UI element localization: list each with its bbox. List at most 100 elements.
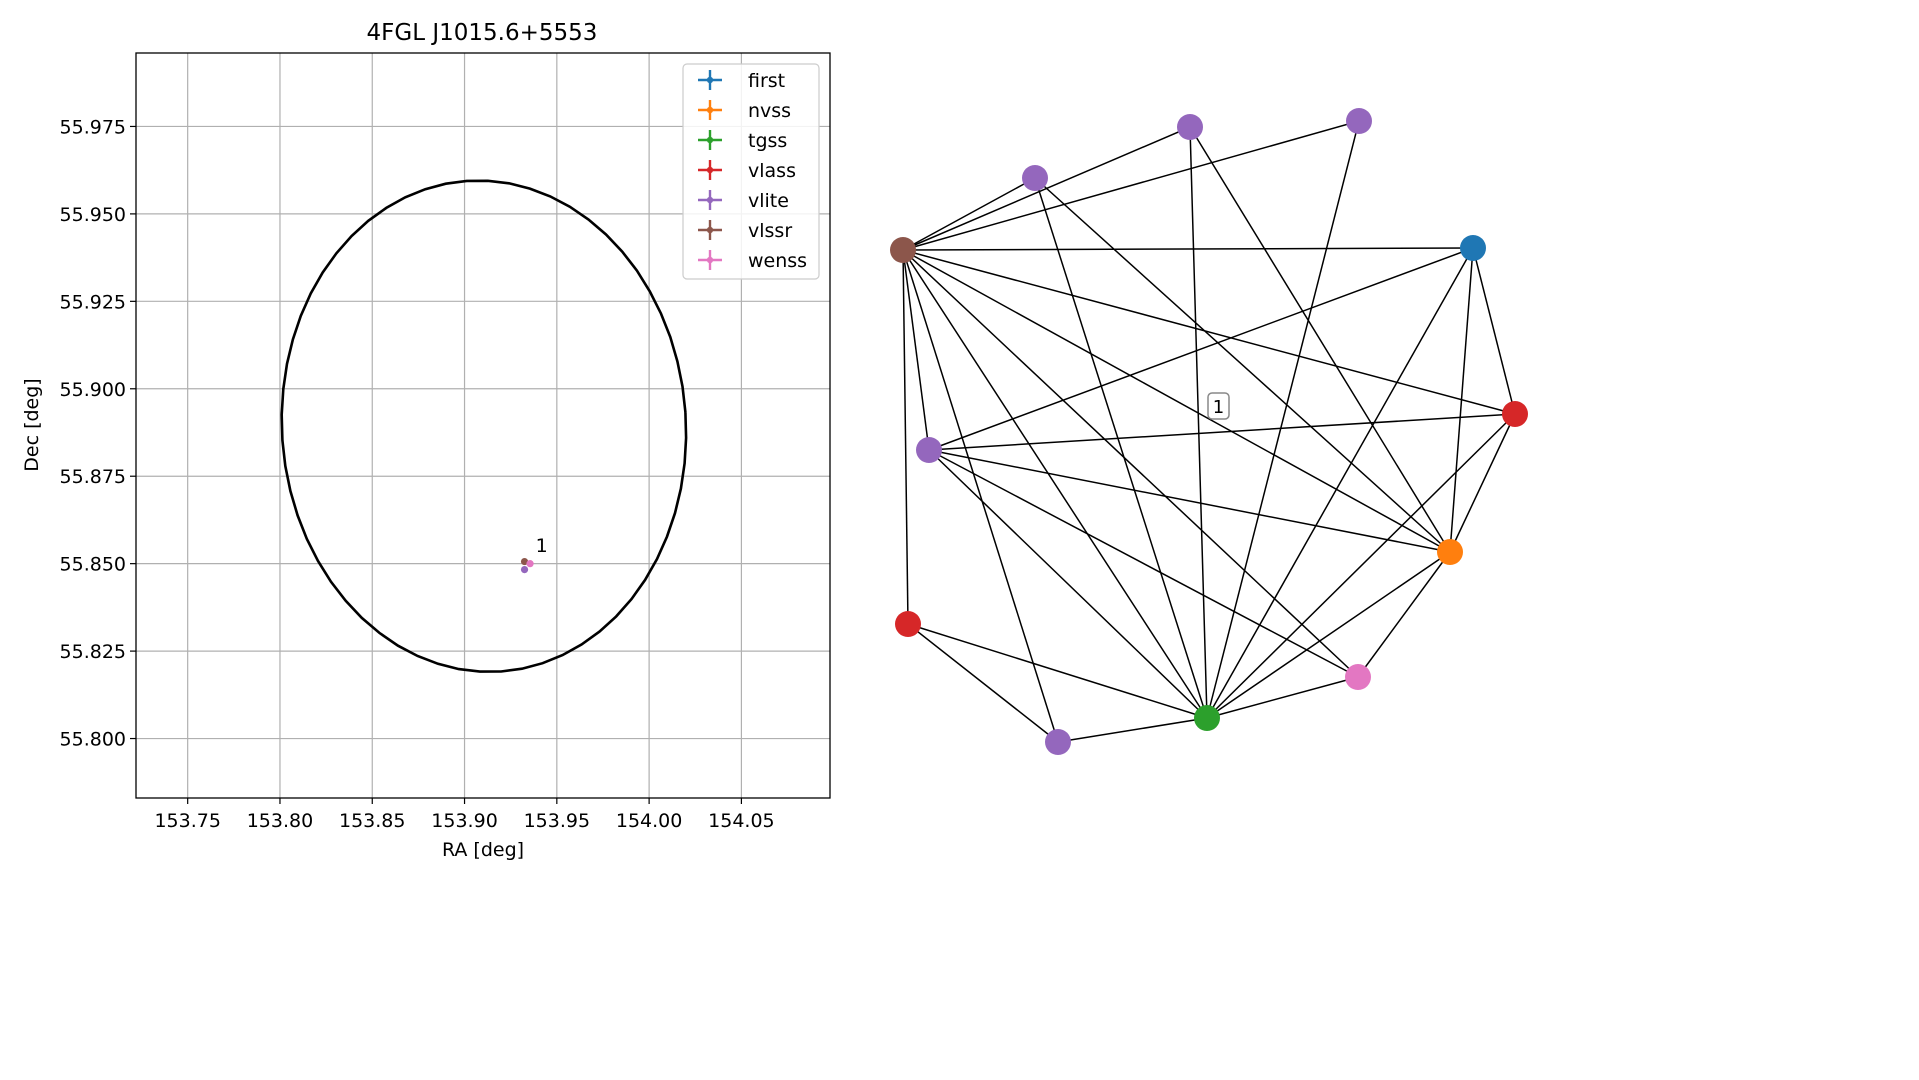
x-axis-label: RA [deg] <box>442 839 524 861</box>
legend-label: tgss <box>748 130 787 152</box>
graph-edge <box>1189 126 1451 553</box>
y-tick-label: 55.900 <box>60 379 126 401</box>
y-tick-label: 55.975 <box>60 116 126 138</box>
legend-item-wenss: wenss <box>698 250 807 272</box>
network-graph: 1 <box>890 108 1528 755</box>
legend: first nvss tgss vlass vlite vlssr wenss <box>682 63 820 280</box>
graph-edge <box>902 249 930 451</box>
position-plot: 4FGL J1015.6+5553 1 153.75 153.80 153.85 15… <box>21 20 831 861</box>
network-label-box <box>1207 392 1230 420</box>
uncertainty-ellipse <box>280 179 688 673</box>
y-tick-label: 55.850 <box>60 554 126 576</box>
graph-node <box>1437 539 1463 565</box>
edges-layer <box>902 120 1516 743</box>
point-vlite <box>520 566 529 574</box>
legend-marker-dot <box>706 166 714 174</box>
x-tick-label: 154.00 <box>616 810 682 832</box>
y-tick-label: 55.950 <box>60 204 126 226</box>
graph-node <box>890 237 916 263</box>
graph-edge <box>1206 413 1516 719</box>
legend-item-first: first <box>698 70 785 92</box>
legend-label: nvss <box>748 100 791 122</box>
legend-label: first <box>748 70 785 92</box>
graph-edge <box>1449 413 1516 553</box>
graph-edge <box>1449 247 1474 553</box>
y-tick-label: 55.875 <box>60 466 126 488</box>
graph-edge <box>1189 126 1208 719</box>
annotation-layer: 1 <box>536 535 548 557</box>
x-tick-label: 154.05 <box>708 810 774 832</box>
legend-label: vlite <box>748 190 789 212</box>
legend-box <box>682 63 820 280</box>
graph-edge <box>907 623 1059 743</box>
point-annotation: 1 <box>536 535 548 557</box>
grid-lines <box>136 53 830 798</box>
nodes-layer <box>890 108 1528 755</box>
network-label: 1 <box>1207 392 1230 420</box>
graph-edge <box>928 449 1359 678</box>
graph-edge <box>1057 717 1208 743</box>
graph-node <box>1045 729 1071 755</box>
graph-edge <box>902 249 1059 743</box>
graph-edge <box>928 413 1516 451</box>
graph-edge <box>1034 177 1208 719</box>
x-tick-label: 153.80 <box>247 810 313 832</box>
legend-item-vlite: vlite <box>698 190 789 212</box>
graph-edge <box>902 249 909 625</box>
point-wenss <box>526 560 534 568</box>
legend-marker-dot <box>706 256 714 264</box>
graph-edge <box>928 449 1208 719</box>
graph-node <box>1194 705 1220 731</box>
graph-edge <box>902 249 1516 415</box>
graph-edge <box>1357 551 1451 678</box>
network-label-text: 1 <box>1213 397 1224 418</box>
graph-node <box>916 437 942 463</box>
y-axis-label: Dec [deg] <box>21 378 43 471</box>
graph-node <box>1460 235 1486 261</box>
graph-edge <box>902 249 1208 719</box>
x-tick-label: 153.75 <box>154 810 220 832</box>
graph-node <box>1345 664 1371 690</box>
x-axis-ticks: 153.75 153.80 153.85 153.90 153.95 154.00 154.… <box>154 798 775 832</box>
plot-frame <box>135 52 831 799</box>
x-tick-label: 153.85 <box>339 810 405 832</box>
graph-edge <box>1034 177 1451 553</box>
graph-edge <box>1206 247 1474 719</box>
legend-marker-dot <box>706 136 714 144</box>
y-tick-label: 55.825 <box>60 641 126 663</box>
graph-edge <box>902 249 1451 553</box>
y-axis-ticks: 55.800 55.825 55.850 55.875 55.900 55.925 55.9… <box>60 116 136 751</box>
legend-label: vlass <box>748 160 796 182</box>
y-tick-label: 55.925 <box>60 291 126 313</box>
legend-marker-dot <box>706 76 714 84</box>
graph-edge <box>902 249 1359 678</box>
legend-label: wenss <box>748 250 807 272</box>
legend-marker-dot <box>706 106 714 114</box>
x-tick-label: 153.95 <box>524 810 590 832</box>
legend-marker-dot <box>706 226 714 234</box>
graph-edge <box>902 120 1360 251</box>
legend-marker-dot <box>706 196 714 204</box>
points-layer <box>520 557 534 574</box>
graph-node <box>895 611 921 637</box>
legend-item-vlssr: vlssr <box>698 220 792 242</box>
graph-node <box>1022 165 1048 191</box>
graph-node <box>1502 401 1528 427</box>
y-tick-label: 55.800 <box>60 729 126 751</box>
graph-edge <box>902 247 1474 251</box>
ellipse-layer <box>280 179 688 673</box>
graph-edge <box>1206 551 1451 719</box>
graph-edge <box>928 247 1474 451</box>
plot-title: 4FGL J1015.6+5553 <box>367 20 598 46</box>
graph-edge <box>1206 676 1359 719</box>
graph-node <box>1177 114 1203 140</box>
graph-node <box>1346 108 1372 134</box>
point-vlssr <box>520 557 529 566</box>
legend-item-vlass: vlass <box>698 160 796 182</box>
graph-edge <box>907 623 1208 719</box>
graph-edge <box>1206 120 1360 719</box>
legend-item-tgss: tgss <box>698 130 787 152</box>
legend-item-nvss: nvss <box>698 100 791 122</box>
graph-edge <box>902 177 1036 251</box>
